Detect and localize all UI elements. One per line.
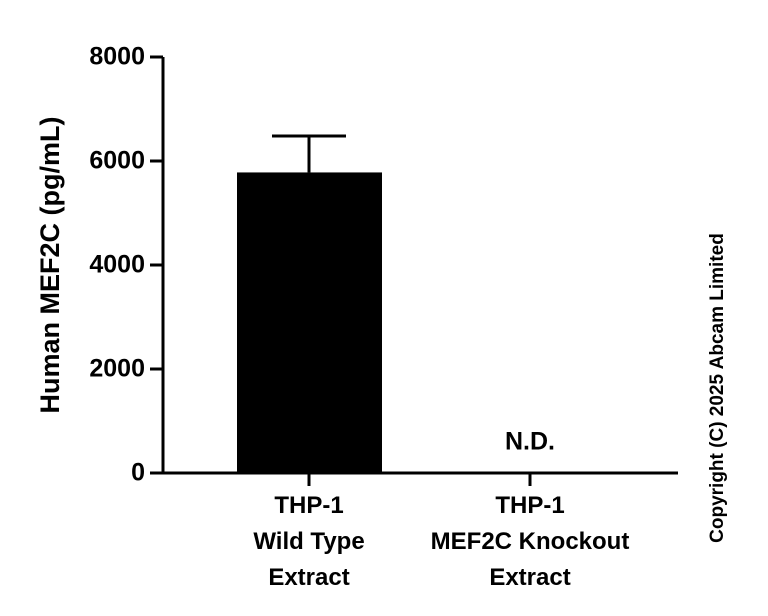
y-tick-label: 0 [131, 459, 145, 487]
x-tick-label-line: Extract [489, 564, 570, 591]
x-tick-label-line: THP-1 [274, 492, 343, 519]
x-tick-label-line: Wild Type [253, 528, 364, 555]
value-label: N.D. [505, 428, 555, 456]
x-tick-label: THP-1 Wild Type Extract [253, 492, 364, 591]
y-tick-label: 4000 [89, 251, 145, 279]
y-tick-label: 2000 [89, 355, 145, 383]
bar [237, 172, 382, 473]
x-tick-label: THP-1 MEF2C Knockout Extract [431, 492, 630, 591]
y-axis-label: Human MEF2C (pg/mL) [35, 117, 65, 414]
x-tick-label-line: Extract [268, 564, 349, 591]
y-tick-label: 6000 [89, 147, 145, 175]
y-tick-label: 8000 [89, 43, 145, 71]
x-tick-label-line: MEF2C Knockout [431, 528, 630, 555]
copyright: Copyright (C) 2025 Abcam Limited [707, 233, 728, 543]
x-tick-label-line: THP-1 [495, 492, 564, 519]
